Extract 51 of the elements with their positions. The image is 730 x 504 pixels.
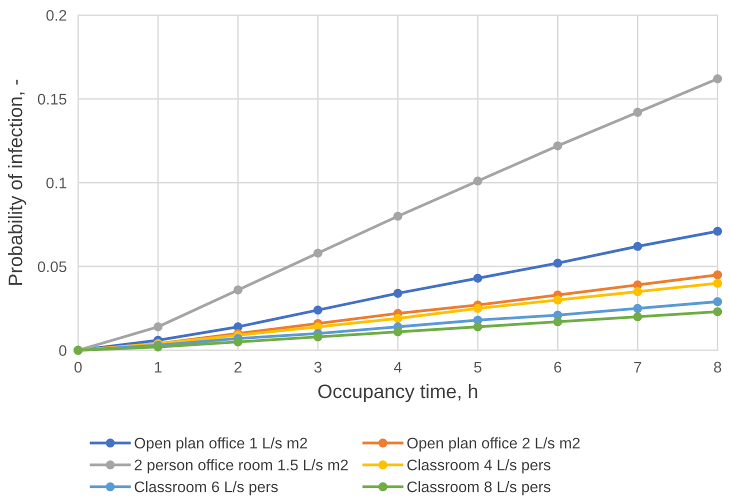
x-tick-label: 5 xyxy=(474,362,482,373)
point xyxy=(393,288,402,298)
x-tick-label: 1 xyxy=(154,362,162,372)
point xyxy=(633,304,642,313)
y-tick-label: 0.2 xyxy=(46,10,66,21)
point xyxy=(473,322,482,332)
y-tick-label: 0.15 xyxy=(38,94,66,105)
point xyxy=(233,285,242,294)
point xyxy=(473,304,482,313)
point xyxy=(633,312,642,322)
point xyxy=(713,297,722,306)
x-tick-label: 2 xyxy=(234,362,242,372)
legend-label: Classroom 4 L/s pers xyxy=(407,459,550,474)
x-tick-label: 7 xyxy=(634,362,642,372)
point xyxy=(713,74,722,84)
point xyxy=(154,322,163,332)
x-tick-label: 3 xyxy=(314,362,322,373)
x-tick-label: 8 xyxy=(714,362,722,373)
y-tick-label: 0 xyxy=(59,345,66,356)
legend-label: Open plan office 2 L/s m2 xyxy=(407,437,580,452)
point xyxy=(473,274,482,283)
y-tick-label: 0.05 xyxy=(38,261,66,272)
point xyxy=(473,176,482,186)
point xyxy=(633,242,642,251)
x-tick-label: 6 xyxy=(554,362,562,373)
point xyxy=(553,258,562,268)
point xyxy=(713,270,722,280)
point xyxy=(553,317,562,326)
legend-label: Open plan office 1 L/s m2 xyxy=(134,437,308,452)
y-axis-title: Probability of infection, - xyxy=(8,80,26,285)
point xyxy=(313,248,322,258)
point xyxy=(633,108,642,117)
point xyxy=(313,332,322,342)
legend-label: Classroom 6 L/s pers xyxy=(134,481,278,496)
point xyxy=(713,226,722,236)
point xyxy=(393,314,402,323)
x-axis-title: Occupancy time, h xyxy=(318,384,478,402)
y-tick-label: 0.1 xyxy=(46,178,66,188)
point xyxy=(393,327,402,336)
point xyxy=(713,307,722,316)
point xyxy=(633,287,642,296)
x-tick-label: 0 xyxy=(74,362,82,373)
point xyxy=(713,278,722,288)
legend-label: Classroom 8 L/s pers xyxy=(407,481,550,496)
point xyxy=(553,295,562,305)
point xyxy=(313,306,322,315)
legend-label: 2 person office room 1.5 L/s m2 xyxy=(134,459,348,474)
point xyxy=(553,141,562,150)
point xyxy=(233,337,242,346)
x-tick-label: 4 xyxy=(394,362,402,372)
point xyxy=(393,212,402,221)
